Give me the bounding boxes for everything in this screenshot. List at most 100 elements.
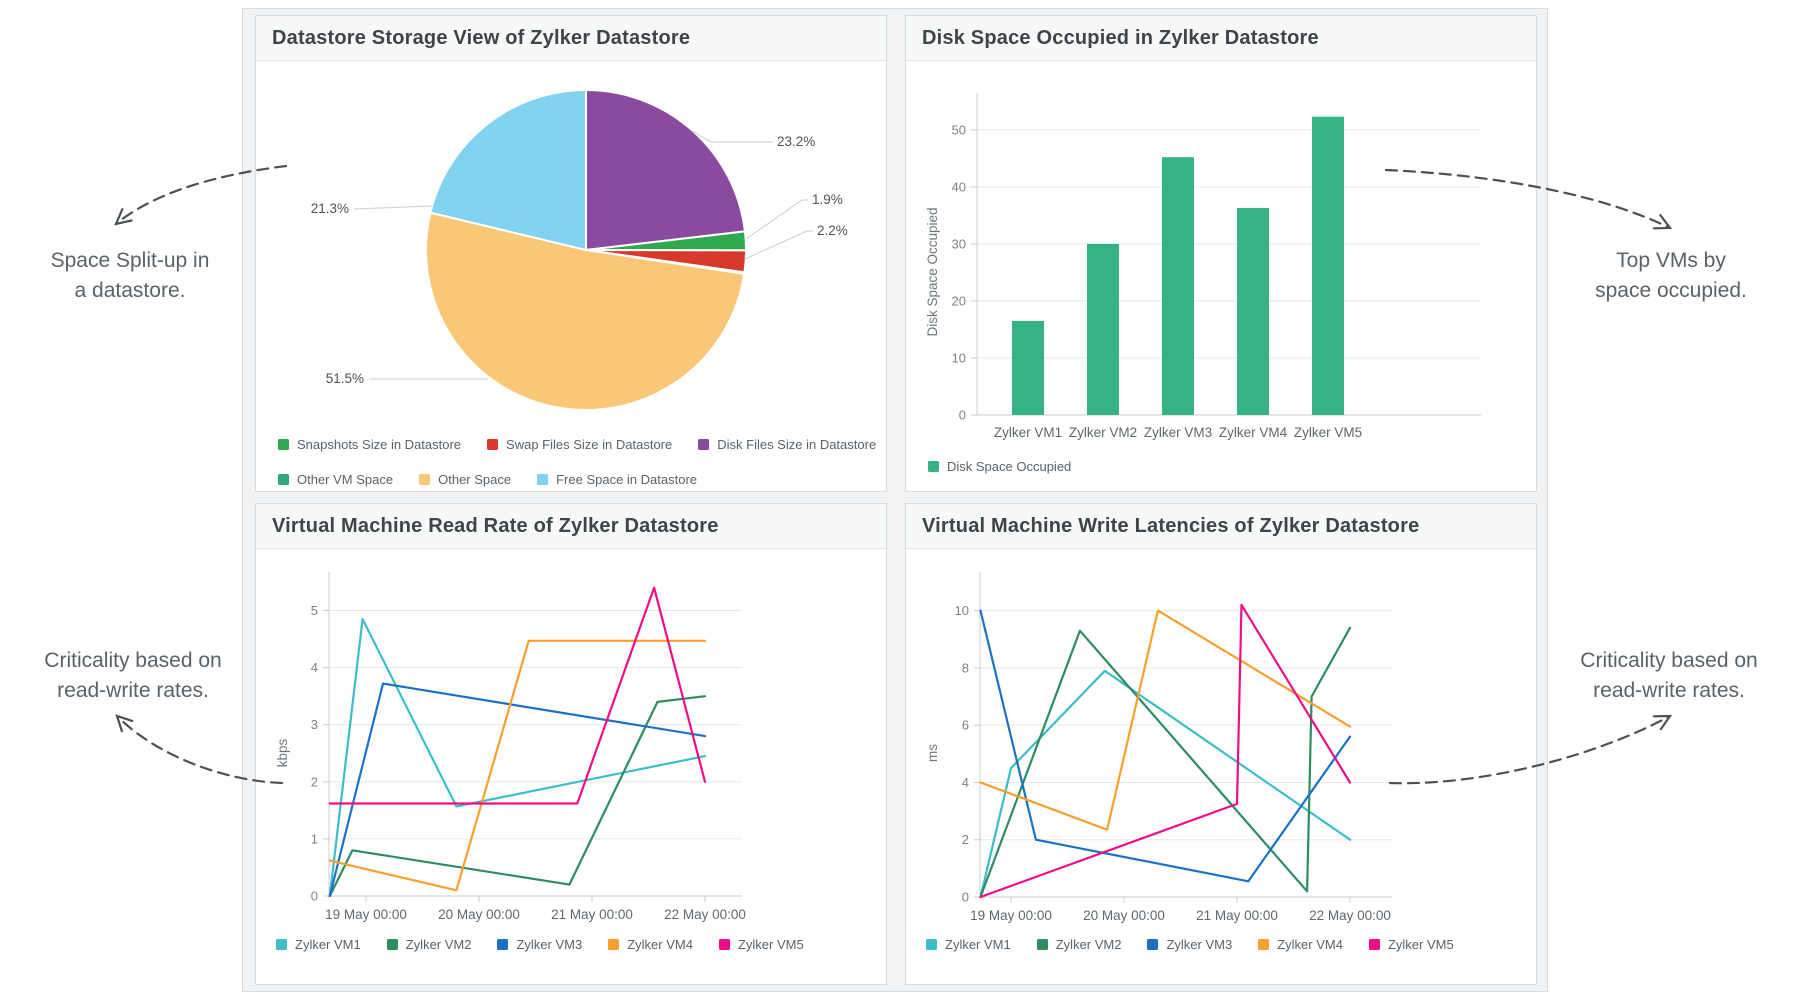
legend-item-label: Other VM Space	[297, 472, 394, 487]
axis-tick-label: 4	[311, 660, 318, 675]
x-date-label: 20 May 00:00	[1083, 908, 1165, 923]
legend-item[interactable]: Other Space	[419, 472, 511, 487]
pie-label-leader	[744, 230, 813, 260]
bar-chart-body: 0 10 20 30 40 50 Zylker VM1 Zylker VM2 Zylker VM…	[906, 61, 1536, 492]
legend-row: Zylker VM1 Zylker VM2 Zylker VM3 Zylker VM4…	[926, 937, 1480, 952]
x-date-label: 21 May 00:00	[1196, 908, 1278, 923]
bar[interactable]	[1312, 116, 1344, 416]
line-series[interactable]	[979, 609, 1352, 883]
bar[interactable]	[1237, 207, 1269, 415]
line-series[interactable]	[328, 586, 707, 805]
page-title-read: Virtual Machine Read Rate of Zylker Data…	[272, 514, 719, 537]
panel-header: Disk Space Occupied in Zylker Datastore	[906, 16, 1536, 61]
axis-tick-label: 2	[962, 832, 969, 847]
pie-slice[interactable]	[429, 89, 587, 251]
annotation-criticality-right: Criticality based on read-write rates.	[1550, 646, 1788, 706]
axis-tick-label: 1	[311, 831, 318, 846]
bar[interactable]	[1012, 320, 1044, 415]
panel-write-latency: Virtual Machine Write Latencies of Zylke…	[905, 503, 1537, 985]
page-title-bar: Disk Space Occupied in Zylker Datastore	[922, 26, 1319, 49]
legend-row: Disk Space Occupied	[928, 459, 1097, 474]
arrowhead-top-left	[114, 208, 133, 226]
axis-tick-label: 10	[955, 603, 969, 618]
pie-percent-label: 51.5%	[326, 371, 364, 386]
axis-tick-label: 50	[952, 122, 966, 137]
legend-item[interactable]: Zylker VM3	[497, 937, 582, 952]
x-date-label: 20 May 00:00	[438, 907, 520, 922]
legend-item-label: Swap Files Size in Datastore	[506, 437, 673, 452]
read-chart-body: 0 1 2 3 4 5 19 May 00:00 20 May 00:00 21 May 00:…	[256, 549, 886, 985]
page-title-pie: Datastore Storage View of Zylker Datasto…	[272, 26, 691, 49]
axis-tick-label: 2	[311, 774, 318, 789]
legend-item[interactable]: Disk Files Size in Datastore	[698, 437, 876, 452]
x-category-label: Zylker VM1	[994, 425, 1062, 440]
panel-header: Datastore Storage View of Zylker Datasto…	[256, 16, 886, 61]
read-rate-line-chart[interactable]: 0 1 2 3 4 5 19 May 00:00 20 May 00:00 21 May 00:…	[256, 549, 886, 985]
line-series[interactable]	[328, 695, 707, 898]
pie-slice[interactable]	[585, 89, 746, 251]
line-series[interactable]	[979, 603, 1352, 899]
x-date-label: 19 May 00:00	[970, 908, 1052, 923]
annotation-space-splitup: Space Split-up in a datastore.	[14, 246, 246, 306]
legend-item[interactable]: Other VM Space	[278, 472, 393, 487]
legend-item[interactable]: Zylker VM4	[1258, 937, 1343, 952]
pie-percent-label: 1.9%	[812, 192, 843, 207]
legend-item-label: Zylker VM1	[945, 937, 1011, 952]
legend-item[interactable]: Zylker VM4	[608, 937, 693, 952]
panel-datastore-storage: Datastore Storage View of Zylker Datasto…	[255, 15, 887, 492]
panel-header: Virtual Machine Write Latencies of Zylke…	[906, 504, 1536, 549]
axis-tick-label: 3	[311, 717, 318, 732]
axis-tick-label: 0	[959, 408, 966, 423]
x-date-label: 21 May 00:00	[551, 907, 633, 922]
x-date-label: 19 May 00:00	[325, 907, 407, 922]
legend-swatch-icon	[1147, 939, 1159, 950]
axis-tick-label: 20	[952, 293, 966, 308]
axis-tick-label: 5	[311, 603, 318, 618]
x-category-label: Zylker VM2	[1069, 425, 1137, 440]
legend-item-label: Zylker VM4	[1277, 937, 1343, 952]
annotation-top-vms: Top VMs by space occupied.	[1558, 246, 1784, 306]
legend-item-label: Disk Space Occupied	[947, 459, 1072, 474]
legend-item[interactable]: Disk Space Occupied	[928, 459, 1071, 474]
annotation-line: Space Split-up in	[50, 249, 210, 272]
legend-swatch-icon	[928, 461, 939, 472]
y-axis-title: kbps	[275, 738, 290, 767]
write-chart-body: 0 2 4 6 8 10 19 May 00:00 20 May 00:00 21 May 00…	[906, 549, 1536, 985]
line-series[interactable]	[328, 682, 707, 898]
axis-tick-label: 30	[952, 236, 966, 251]
legend-item[interactable]: Zylker VM2	[386, 937, 471, 952]
legend-item[interactable]: Zylker VM2	[1036, 937, 1121, 952]
legend-swatch-icon	[1368, 939, 1380, 950]
line-series[interactable]	[328, 617, 707, 898]
page-title-write: Virtual Machine Write Latencies of Zylke…	[922, 514, 1420, 537]
bar[interactable]	[1162, 157, 1194, 415]
legend-item-label: Zylker VM1	[295, 937, 361, 952]
legend-item-label: Other Space	[438, 472, 512, 487]
legend-item[interactable]: Zylker VM1	[926, 937, 1011, 952]
legend-item[interactable]: Snapshots Size in Datastore	[278, 437, 461, 452]
legend-item[interactable]: Zylker VM5	[1368, 937, 1454, 952]
legend-item[interactable]: Zylker VM3	[1147, 937, 1232, 952]
line-series[interactable]	[328, 639, 707, 892]
bar-chart[interactable]: 0 10 20 30 40 50 Zylker VM1 Zylker VM2 Zylker VM…	[906, 61, 1536, 492]
line-series[interactable]	[979, 626, 1352, 899]
legend-item[interactable]: Free Space in Datastore	[537, 472, 697, 487]
pie-label-leader	[691, 130, 773, 143]
legend-swatch-icon	[1036, 939, 1048, 950]
legend-swatch-icon	[278, 474, 289, 485]
arrowhead-bottom-right	[1652, 714, 1673, 731]
legend-item[interactable]: Swap Files Size in Datastore	[487, 437, 672, 452]
bar[interactable]	[1087, 243, 1119, 415]
read-legend: Zylker VM1 Zylker VM2 Zylker VM3 Zylker VM4…	[276, 937, 830, 972]
legend-item[interactable]: Zylker VM5	[718, 937, 804, 952]
legend-item[interactable]: Zylker VM1	[276, 937, 361, 952]
line-series[interactable]	[979, 609, 1352, 831]
axis-tick-label: 40	[952, 179, 966, 194]
write-latency-line-chart[interactable]: 0 2 4 6 8 10 19 May 00:00 20 May 00:00 21 May 00…	[906, 549, 1536, 985]
pie-chart[interactable]: 23.2% 1.9% 2.2% 51.5% 21.3%	[256, 61, 886, 492]
line-series[interactable]	[979, 669, 1352, 899]
pie-slice[interactable]	[425, 211, 746, 411]
write-legend: Zylker VM1 Zylker VM2 Zylker VM3 Zylker VM4…	[926, 937, 1480, 972]
legend-swatch-icon	[487, 439, 499, 450]
pie-label-leader	[745, 199, 808, 240]
